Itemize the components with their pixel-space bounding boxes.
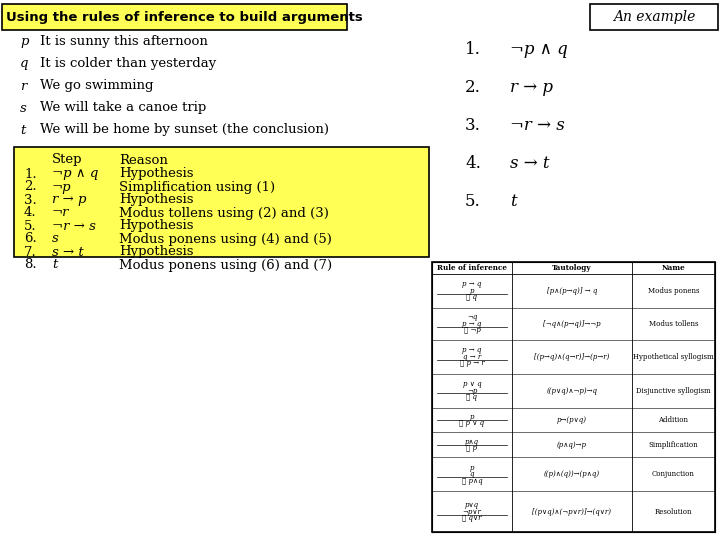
Text: [(p∨q)∧(¬p∨r)]→(q∨r): [(p∨q)∧(¬p∨r)]→(q∨r) (533, 508, 611, 516)
Text: ∴ p∧q: ∴ p∧q (462, 477, 482, 485)
Text: Rule of inference: Rule of inference (437, 264, 507, 272)
Text: p: p (469, 464, 474, 472)
Text: p → q: p → q (462, 320, 482, 328)
Text: r → p: r → p (510, 79, 553, 97)
Text: We go swimming: We go swimming (40, 79, 153, 92)
Bar (590, 4, 718, 30)
Text: p → q: p → q (462, 346, 482, 354)
Text: r: r (20, 79, 27, 92)
Text: 2.: 2. (465, 79, 481, 97)
Text: Disjunctive syllogism: Disjunctive syllogism (636, 387, 711, 395)
Text: p ∨ q: p ∨ q (463, 380, 481, 388)
Text: Using the rules of inference to build arguments: Using the rules of inference to build ar… (6, 10, 363, 24)
Text: Reason: Reason (119, 153, 168, 166)
Text: An example: An example (613, 10, 696, 24)
Bar (432, 262, 715, 532)
Text: 6.: 6. (24, 233, 37, 246)
Text: 7.: 7. (24, 246, 37, 259)
Text: ¬r → s: ¬r → s (510, 118, 564, 134)
Text: Modus ponens: Modus ponens (648, 287, 699, 295)
Text: We will take a canoe trip: We will take a canoe trip (40, 102, 206, 114)
Text: (p∧q)→p: (p∧q)→p (557, 441, 587, 449)
Text: Addition: Addition (659, 416, 688, 424)
Text: ∴ ¬p: ∴ ¬p (464, 326, 480, 334)
Text: s → t: s → t (52, 246, 84, 259)
Text: Hypothesis: Hypothesis (119, 246, 194, 259)
Text: q: q (20, 57, 29, 71)
Text: s: s (20, 102, 27, 114)
Text: ∴ p: ∴ p (467, 444, 477, 452)
Text: t: t (52, 259, 58, 272)
Text: It is sunny this afternoon: It is sunny this afternoon (40, 36, 208, 49)
Text: ¬q: ¬q (467, 313, 477, 321)
Text: ¬p: ¬p (467, 387, 477, 395)
Text: [(p→q)∧(q→r)]→(p→r): [(p→q)∧(q→r)]→(p→r) (534, 353, 610, 361)
Text: 8.: 8. (24, 259, 37, 272)
Text: p∨q: p∨q (465, 501, 479, 509)
Text: Conjunction: Conjunction (652, 470, 695, 478)
Text: s → t: s → t (510, 156, 549, 172)
Text: p∧q: p∧q (465, 437, 479, 446)
Text: 4.: 4. (24, 206, 37, 219)
Text: p: p (469, 287, 474, 295)
Text: Modus tollens: Modus tollens (649, 320, 698, 328)
Text: s: s (52, 233, 59, 246)
Text: Hypothetical syllogism: Hypothetical syllogism (633, 353, 714, 361)
Text: Simplification using (1): Simplification using (1) (119, 180, 275, 193)
Text: 5.: 5. (24, 219, 37, 233)
Text: Simplification: Simplification (649, 441, 698, 449)
Text: ¬r: ¬r (52, 206, 70, 219)
Text: 5.: 5. (465, 193, 481, 211)
Text: ¬p∨r: ¬p∨r (462, 508, 482, 516)
Bar (14, 147, 429, 257)
Text: Hypothesis: Hypothesis (119, 219, 194, 233)
Text: p: p (469, 413, 474, 421)
Text: t: t (510, 193, 517, 211)
Text: Tautology: Tautology (552, 264, 592, 272)
Text: ((p∨q)∧¬p)→q: ((p∨q)∧¬p)→q (546, 387, 598, 395)
Text: p→(p∨q): p→(p∨q) (557, 416, 587, 424)
Text: 1.: 1. (24, 167, 37, 180)
Text: [p∧(p→q)] → q: [p∧(p→q)] → q (546, 287, 597, 295)
Text: It is colder than yesterday: It is colder than yesterday (40, 57, 216, 71)
Text: ∴ p → r: ∴ p → r (459, 359, 485, 367)
Text: ∴ p ∨ q: ∴ p ∨ q (459, 419, 485, 427)
Text: 3.: 3. (24, 193, 37, 206)
Text: Modus ponens using (6) and (7): Modus ponens using (6) and (7) (119, 259, 332, 272)
Text: ¬p ∧ q: ¬p ∧ q (510, 42, 568, 58)
Text: q: q (469, 470, 474, 478)
Text: ¬p: ¬p (52, 180, 71, 193)
Text: 2.: 2. (24, 180, 37, 193)
Text: Hypothesis: Hypothesis (119, 193, 194, 206)
Text: 3.: 3. (465, 118, 481, 134)
Text: r → p: r → p (52, 193, 86, 206)
Text: Hypothesis: Hypothesis (119, 167, 194, 180)
Text: ¬p ∧ q: ¬p ∧ q (52, 167, 99, 180)
Text: ∴ q∨r: ∴ q∨r (462, 514, 482, 522)
Text: q → r: q → r (463, 353, 481, 361)
Text: p → q: p → q (462, 280, 482, 288)
Text: We will be home by sunset (the conclusion): We will be home by sunset (the conclusio… (40, 124, 329, 137)
Bar (2, 4, 347, 30)
Text: ∴ q: ∴ q (467, 293, 477, 301)
Text: Step: Step (52, 153, 83, 166)
Text: ((p)∧(q))→(p∧q): ((p)∧(q))→(p∧q) (544, 470, 600, 478)
Text: [¬q∧(p→q)]→¬p: [¬q∧(p→q)]→¬p (543, 320, 600, 328)
Text: Modus tollens using (2) and (3): Modus tollens using (2) and (3) (119, 206, 329, 219)
Text: Modus ponens using (4) and (5): Modus ponens using (4) and (5) (119, 233, 332, 246)
Text: 1.: 1. (465, 42, 481, 58)
Text: t: t (20, 124, 25, 137)
Text: Resolution: Resolution (654, 508, 692, 516)
Text: ∴ q: ∴ q (467, 393, 477, 401)
Text: Name: Name (662, 264, 685, 272)
Text: 4.: 4. (465, 156, 481, 172)
Text: p: p (20, 36, 29, 49)
Text: ¬r → s: ¬r → s (52, 219, 96, 233)
